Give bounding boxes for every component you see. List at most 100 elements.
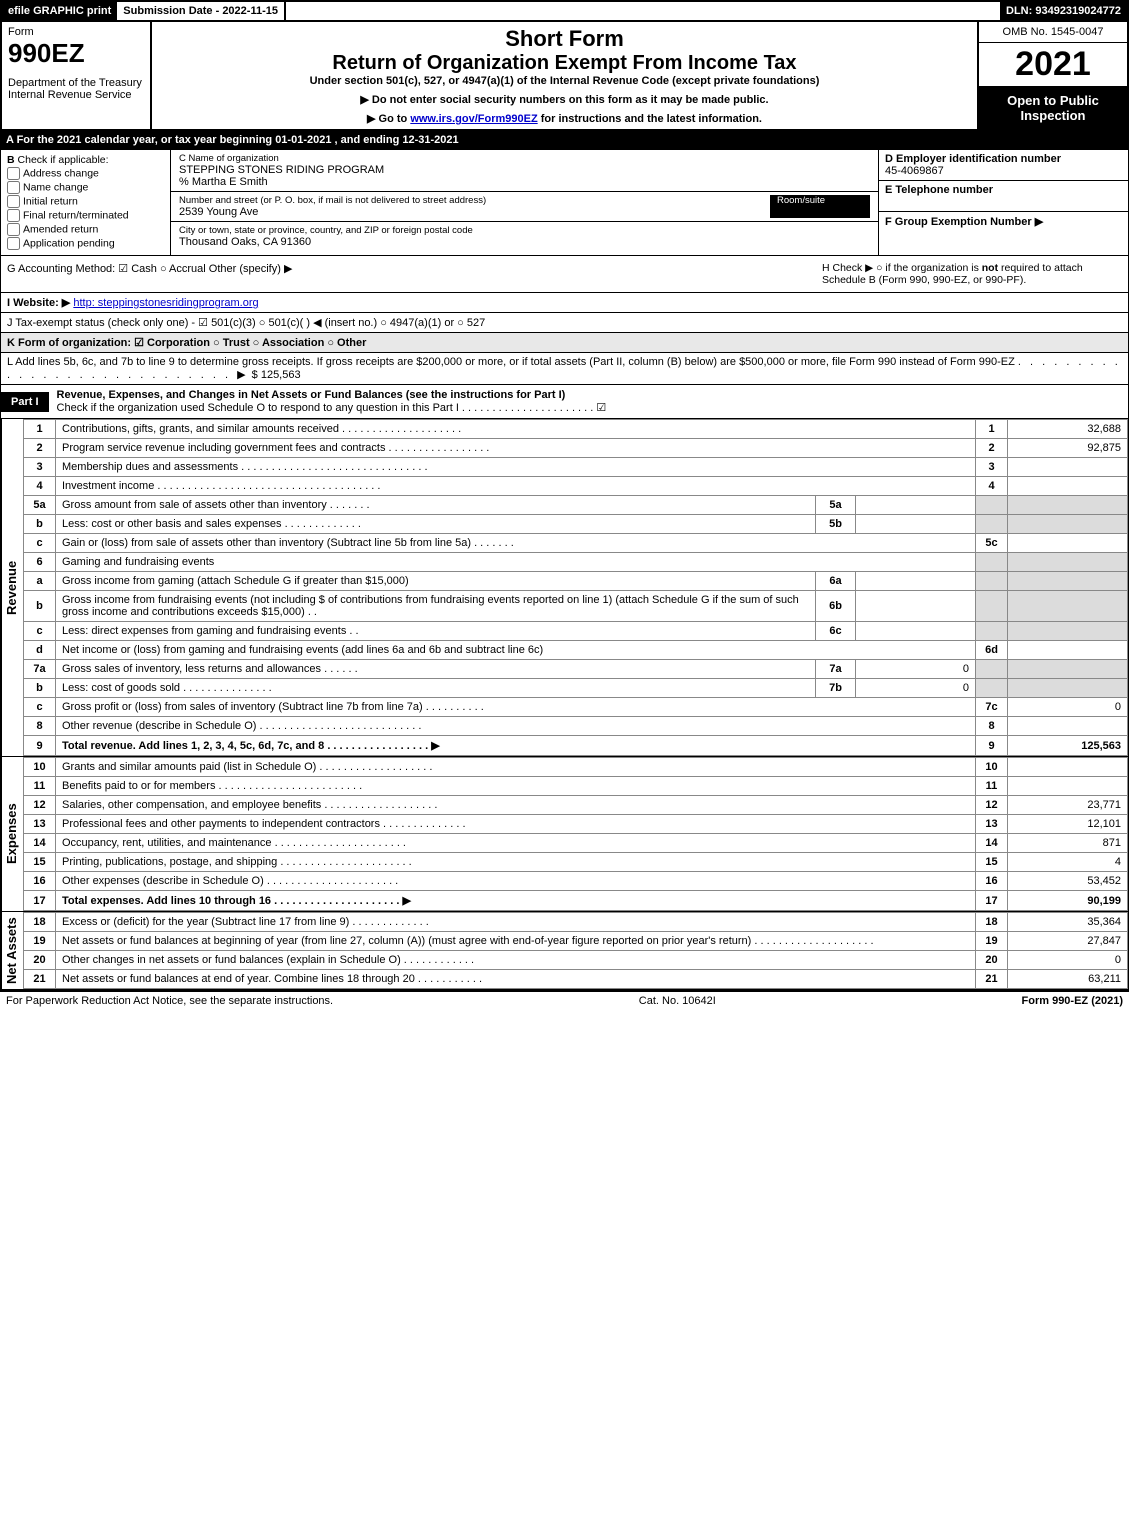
chk-application-pending-input[interactable] xyxy=(7,237,20,250)
chk-application-pending[interactable]: Application pending xyxy=(7,237,164,250)
line-description: Salaries, other compensation, and employ… xyxy=(56,796,976,815)
chk-final-return-text: Final return/terminated xyxy=(23,209,129,221)
line-number: c xyxy=(24,534,56,553)
mid-ref: 6a xyxy=(816,572,856,591)
line-value: 53,452 xyxy=(1008,872,1128,891)
line-ref: 4 xyxy=(976,477,1008,496)
line-description: Less: cost of goods sold . . . . . . . .… xyxy=(56,679,816,698)
table-row: 2Program service revenue including gover… xyxy=(24,439,1128,458)
line-value: 4 xyxy=(1008,853,1128,872)
subtitle: Under section 501(c), 527, or 4947(a)(1)… xyxy=(158,75,971,87)
line-description: Investment income . . . . . . . . . . . … xyxy=(56,477,976,496)
top-bar-spacer xyxy=(286,2,1000,20)
addr-lbl: Number and street (or P. O. box, if mail… xyxy=(179,195,770,206)
chk-final-return-input[interactable] xyxy=(7,209,20,222)
line-description: Gross profit or (loss) from sales of inv… xyxy=(56,698,976,717)
line-number: 5a xyxy=(24,496,56,515)
header-left: Form 990EZ Department of the Treasury In… xyxy=(2,22,152,129)
line-description: Gross income from fundraising events (no… xyxy=(56,591,816,622)
form-word: Form xyxy=(8,26,144,38)
chk-initial-return[interactable]: Initial return xyxy=(7,195,164,208)
org-name: STEPPING STONES RIDING PROGRAM xyxy=(179,164,870,176)
table-row: bLess: cost of goods sold . . . . . . . … xyxy=(24,679,1128,698)
line-number: 21 xyxy=(24,970,56,989)
line-number: 4 xyxy=(24,477,56,496)
note2-pre: ▶ Go to xyxy=(367,113,410,125)
submission-date: Submission Date - 2022-11-15 xyxy=(117,2,286,20)
mid-value xyxy=(856,496,976,515)
chk-final-return[interactable]: Final return/terminated xyxy=(7,209,164,222)
line-number: 1 xyxy=(24,420,56,439)
footer-mid: Cat. No. 10642I xyxy=(639,995,716,1007)
chk-name-change[interactable]: Name change xyxy=(7,181,164,194)
h-not: not xyxy=(982,262,998,274)
page-footer: For Paperwork Reduction Act Notice, see … xyxy=(0,990,1129,1010)
vlabel-revenue: Revenue xyxy=(1,419,23,756)
e-lbl: E Telephone number xyxy=(885,184,1122,196)
table-row: 4Investment income . . . . . . . . . . .… xyxy=(24,477,1128,496)
website-label: I Website: ▶ xyxy=(7,297,70,309)
revenue-section: Revenue 1Contributions, gifts, grants, a… xyxy=(0,419,1129,757)
title-return: Return of Organization Exempt From Incom… xyxy=(158,52,971,75)
line-ref: 7c xyxy=(976,698,1008,717)
chk-address-change[interactable]: Address change xyxy=(7,167,164,180)
chk-amended-return-input[interactable] xyxy=(7,223,20,236)
chk-initial-return-input[interactable] xyxy=(7,195,20,208)
table-row: 5aGross amount from sale of assets other… xyxy=(24,496,1128,515)
irs-link[interactable]: www.irs.gov/Form990EZ xyxy=(410,113,537,125)
line-value xyxy=(1008,717,1128,736)
chk-name-change-input[interactable] xyxy=(7,181,20,194)
vlabel-expenses: Expenses xyxy=(1,757,23,911)
line-number: b xyxy=(24,515,56,534)
line-ref: 12 xyxy=(976,796,1008,815)
line-number: d xyxy=(24,641,56,660)
website-link[interactable]: http: steppingstonesridingprogram.org xyxy=(73,297,258,309)
section-b: B Check if applicable: Address change Na… xyxy=(1,150,171,255)
table-row: aGross income from gaming (attach Schedu… xyxy=(24,572,1128,591)
note2-post: for instructions and the latest informat… xyxy=(538,113,762,125)
table-row: 18Excess or (deficit) for the year (Subt… xyxy=(24,913,1128,932)
h-schedule-b: H Check ▶ ○ if the organization is not r… xyxy=(822,262,1122,286)
line-number: 20 xyxy=(24,951,56,970)
chk-amended-return-text: Amended return xyxy=(23,223,98,235)
row-l-gross-receipts: L Add lines 5b, 6c, and 7b to line 9 to … xyxy=(0,353,1129,385)
line-value xyxy=(1008,758,1128,777)
table-row: 6Gaming and fundraising events xyxy=(24,553,1128,572)
f-lbl: F Group Exemption Number ▶ xyxy=(885,215,1122,228)
street-address: 2539 Young Ave xyxy=(179,206,770,218)
line-number: 17 xyxy=(24,891,56,911)
line-description: Professional fees and other payments to … xyxy=(56,815,976,834)
line-ref: 19 xyxy=(976,932,1008,951)
table-row: cLess: direct expenses from gaming and f… xyxy=(24,622,1128,641)
part-1-check: Check if the organization used Schedule … xyxy=(57,402,607,414)
table-row: 3Membership dues and assessments . . . .… xyxy=(24,458,1128,477)
netassets-section: Net Assets 18Excess or (deficit) for the… xyxy=(0,912,1129,990)
d-lbl: D Employer identification number xyxy=(885,153,1122,165)
line-number: 6 xyxy=(24,553,56,572)
c-name-lbl: C Name of organization xyxy=(179,153,870,164)
mid-ref: 7a xyxy=(816,660,856,679)
part-1-header: Part I Revenue, Expenses, and Changes in… xyxy=(0,385,1129,419)
efile-print-button[interactable]: efile GRAPHIC print xyxy=(2,2,117,20)
e-phone-block: E Telephone number xyxy=(879,181,1128,212)
revenue-ledger: 1Contributions, gifts, grants, and simil… xyxy=(23,419,1128,756)
city-lbl: City or town, state or province, country… xyxy=(179,225,870,236)
care-of: % Martha E Smith xyxy=(179,176,870,188)
table-row: cGain or (loss) from sale of assets othe… xyxy=(24,534,1128,553)
line-value: 35,364 xyxy=(1008,913,1128,932)
chk-amended-return[interactable]: Amended return xyxy=(7,223,164,236)
line-ref-shade xyxy=(976,660,1008,679)
line-ref: 6d xyxy=(976,641,1008,660)
c-city-block: City or town, state or province, country… xyxy=(171,222,878,251)
line-number: c xyxy=(24,698,56,717)
line-ref-shade xyxy=(976,553,1008,572)
line-ref: 2 xyxy=(976,439,1008,458)
line-number: 9 xyxy=(24,736,56,756)
chk-address-change-input[interactable] xyxy=(7,167,20,180)
line-ref: 1 xyxy=(976,420,1008,439)
line-number: 10 xyxy=(24,758,56,777)
line-value-shade xyxy=(1008,496,1128,515)
line-ref: 14 xyxy=(976,834,1008,853)
line-value-shade xyxy=(1008,660,1128,679)
line-value: 32,688 xyxy=(1008,420,1128,439)
